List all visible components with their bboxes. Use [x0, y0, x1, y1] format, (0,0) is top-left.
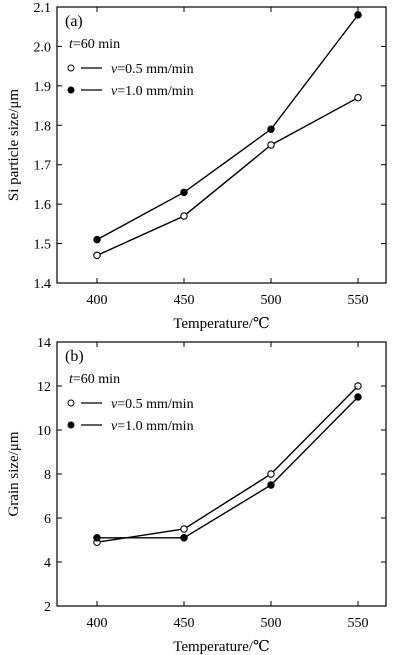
panel-label: (b) — [65, 348, 84, 365]
y-tick-label: 1.8 — [34, 119, 52, 134]
y-tick-label: 2.1 — [34, 1, 52, 16]
legend-title: t=60 min — [69, 37, 120, 52]
data-point-2 — [354, 393, 362, 401]
x-tick-label: 500 — [261, 616, 282, 631]
y-tick-label: 2.0 — [34, 40, 52, 55]
legend-marker — [67, 86, 75, 94]
data-point-2 — [180, 534, 188, 542]
y-tick-label: 1.7 — [34, 159, 52, 174]
panel-label: (a) — [65, 13, 83, 30]
x-tick-label: 400 — [87, 293, 108, 308]
data-point-1 — [267, 470, 275, 478]
x-axis-label: Temperature/℃ — [173, 316, 270, 332]
y-tick-label: 12 — [37, 380, 51, 395]
y-axis-label: Grain size/μm — [6, 431, 22, 516]
x-axis-label: Temperature/℃ — [173, 639, 270, 655]
y-tick-label: 8 — [44, 468, 51, 483]
data-point-1 — [93, 251, 101, 260]
plot-frame — [56, 6, 387, 284]
legend-marker — [67, 399, 75, 407]
data-point-2 — [267, 125, 275, 133]
x-tick-label: 550 — [348, 616, 369, 631]
data-point-2 — [93, 534, 101, 542]
legend-entry: v=0.5 mm/min — [111, 397, 194, 412]
data-point-2 — [93, 235, 101, 244]
legend-title: t=60 min — [69, 372, 120, 387]
y-tick-label: 1.4 — [34, 277, 52, 292]
data-point-1 — [354, 93, 362, 102]
legend-marker — [67, 64, 75, 72]
data-point-1 — [354, 382, 362, 390]
series-line-1 — [96, 385, 359, 543]
data-point-1 — [180, 212, 188, 220]
y-tick-label: 10 — [37, 424, 51, 439]
y-tick-label: 2 — [44, 600, 51, 615]
y-tick-label: 1.6 — [34, 198, 52, 213]
legend-marker — [67, 421, 75, 429]
series-line-2 — [96, 14, 359, 241]
y-tick-label: 6 — [44, 512, 51, 527]
x-tick-label: 450 — [174, 293, 195, 308]
legend-entry: v=0.5 mm/min — [111, 62, 194, 77]
y-axis-label: Si particle size/μm — [6, 89, 22, 202]
x-tick-label: 400 — [87, 616, 108, 631]
y-tick-label: 1.9 — [34, 80, 52, 95]
y-tick-label: 14 — [37, 336, 51, 351]
x-tick-label: 500 — [261, 293, 282, 308]
series-line-2 — [97, 396, 359, 539]
chart-panel-b: 400 450 500 550 2 4 6 8 10 12 14 Temperature/℃ Grain… — [6, 336, 387, 655]
data-point-2 — [180, 188, 188, 197]
legend-entry: v=1.0 mm/min — [111, 84, 194, 99]
data-point-1 — [180, 525, 188, 533]
chart-panel-a: 400 450 500 550 1.4 1.5 1.6 1.7 1.8 1.9 2.0 2.1 Temp… — [6, 1, 387, 332]
data-point-2 — [354, 11, 362, 19]
series-line-1 — [96, 97, 359, 257]
data-point-2 — [267, 481, 275, 489]
data-point-1 — [267, 141, 275, 149]
legend-entry: v=1.0 mm/min — [111, 419, 194, 434]
x-tick-label: 550 — [348, 293, 369, 308]
x-tick-label: 450 — [174, 616, 195, 631]
y-tick-label: 4 — [44, 556, 51, 571]
y-tick-label: 1.5 — [34, 238, 52, 253]
